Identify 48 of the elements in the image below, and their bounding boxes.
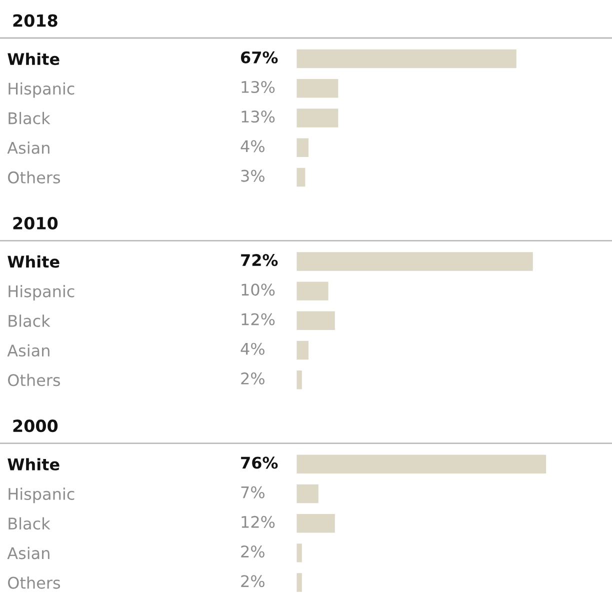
- text: 2000: [13, 420, 58, 432]
- y-tick-label: Others: [8, 374, 60, 386]
- y-tick-label: Black: [8, 314, 50, 327]
- bar: [296, 369, 304, 391]
- y-tick-label: Hispanic: [8, 488, 74, 504]
- y-tick-label: Hispanic: [8, 82, 74, 98]
- y-tick-label: Asian: [7, 344, 50, 357]
- bar: [296, 482, 320, 504]
- bar: [296, 166, 307, 188]
- data-label: 2%: [241, 372, 264, 384]
- data-label: 76%: [241, 456, 278, 469]
- y-tick-label: Asian: [7, 546, 50, 560]
- bar: [296, 136, 310, 158]
- data-label: 12%: [242, 516, 275, 528]
- text: 2018: [13, 14, 58, 27]
- y-tick-label: Others: [8, 171, 60, 184]
- y-tick-label: Black: [8, 112, 50, 124]
- y-tick-label: White: [8, 458, 60, 470]
- data-label: 7%: [241, 486, 264, 498]
- y-tick-label: White: [8, 255, 60, 268]
- data-label: 12%: [242, 313, 275, 326]
- bar: [296, 453, 548, 475]
- bar: [296, 572, 304, 594]
- data-label: 10%: [242, 284, 275, 296]
- data-label: 2%: [241, 575, 264, 588]
- y-tick-label: White: [8, 52, 60, 66]
- bar: [296, 310, 336, 332]
- data-label: 13%: [242, 110, 275, 123]
- y-tick-label: Others: [8, 576, 60, 589]
- data-label: 3%: [241, 170, 264, 182]
- y-tick-label: Asian: [7, 142, 50, 154]
- y-tick-label: Hispanic: [8, 285, 74, 300]
- bar: [296, 542, 304, 564]
- bar: [296, 78, 340, 100]
- data-label: 4%: [240, 140, 264, 152]
- data-label: 13%: [242, 80, 275, 94]
- text: 2010: [13, 216, 58, 230]
- data-label: 72%: [241, 254, 278, 266]
- bar: [296, 280, 330, 302]
- bar: [296, 250, 534, 272]
- bar: [296, 512, 336, 534]
- bar: [296, 340, 310, 362]
- y-tick-label: Black: [8, 517, 50, 530]
- data-label: 67%: [240, 51, 278, 64]
- bar: [296, 48, 518, 70]
- bar: [296, 107, 340, 129]
- data-label: 2%: [241, 545, 264, 558]
- data-label: 4%: [240, 342, 264, 355]
